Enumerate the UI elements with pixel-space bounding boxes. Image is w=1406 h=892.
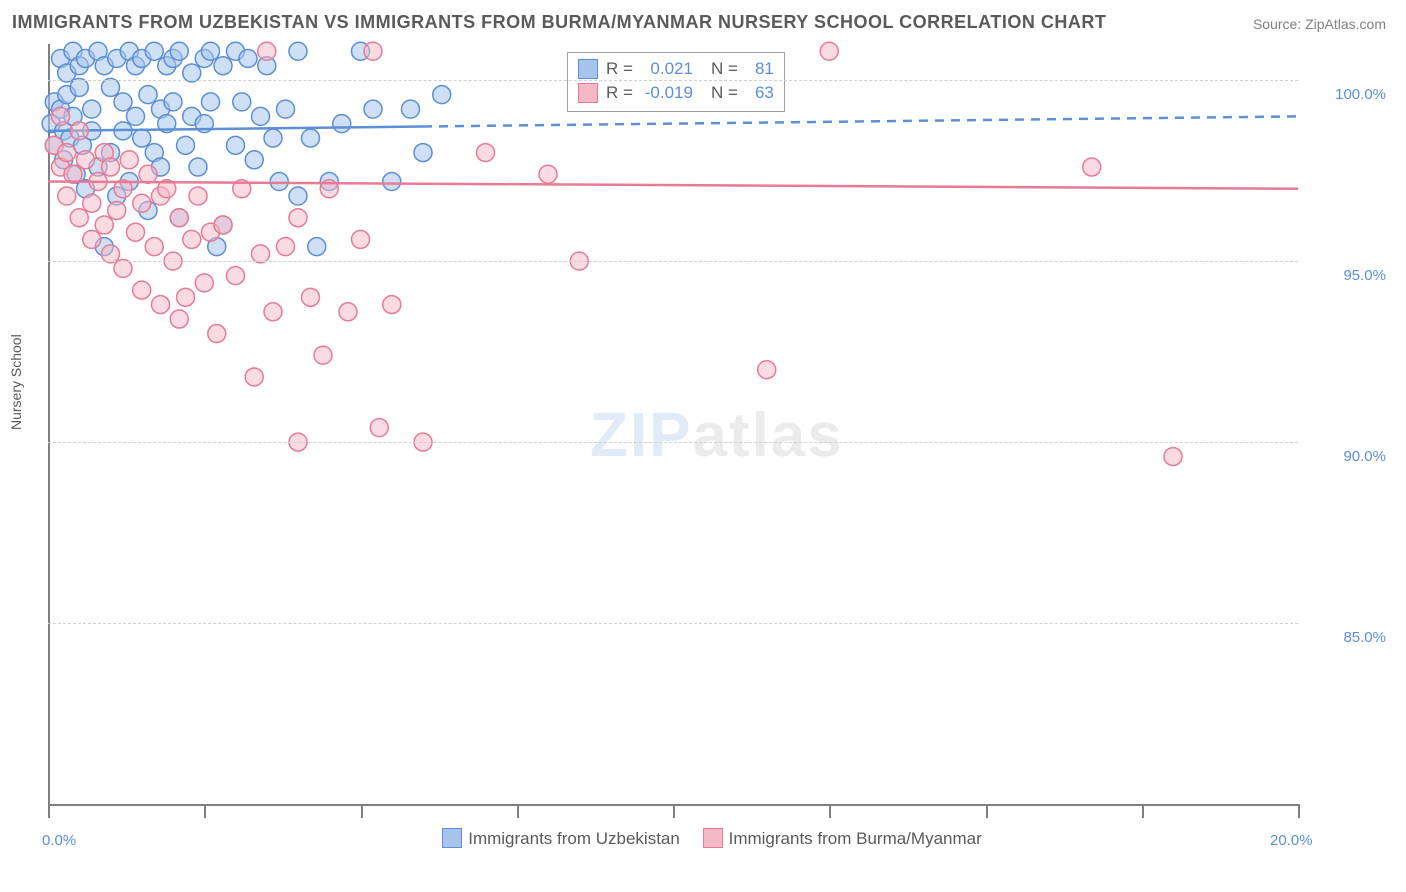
series-legend: Immigrants from Uzbekistan Immigrants fr… [0, 828, 1406, 849]
data-point [170, 209, 188, 227]
data-point [227, 136, 245, 154]
data-point [120, 151, 138, 169]
data-point [539, 165, 557, 183]
stats-legend: R = 0.021 N = 81 R = -0.019 N = 63 [567, 52, 785, 112]
stats-row-burma: R = -0.019 N = 63 [578, 81, 774, 105]
data-point [820, 42, 838, 60]
data-point [152, 296, 170, 314]
data-point [383, 173, 401, 191]
data-point [189, 187, 207, 205]
stats-row-uzbekistan: R = 0.021 N = 81 [578, 57, 774, 81]
data-point [245, 368, 263, 386]
data-point [233, 93, 251, 111]
data-point [52, 107, 70, 125]
data-point [70, 122, 88, 140]
data-point [264, 129, 282, 147]
data-point [302, 288, 320, 306]
data-point [102, 158, 120, 176]
data-point [77, 151, 95, 169]
source-credit: Source: ZipAtlas.com [1253, 16, 1386, 32]
data-point [270, 173, 288, 191]
y-tick-label: 85.0% [1343, 629, 1386, 646]
data-point [170, 42, 188, 60]
data-point [302, 129, 320, 147]
data-point [145, 42, 163, 60]
data-point [208, 325, 226, 343]
data-point [227, 267, 245, 285]
data-point [414, 144, 432, 162]
y-tick-label: 100.0% [1335, 86, 1386, 103]
data-point [83, 100, 101, 118]
data-point [477, 144, 495, 162]
data-point [258, 42, 276, 60]
data-point [202, 42, 220, 60]
data-point [133, 129, 151, 147]
data-point [289, 187, 307, 205]
data-point [1083, 158, 1101, 176]
data-point [370, 419, 388, 437]
data-point [245, 151, 263, 169]
data-point [352, 230, 370, 248]
data-point [133, 281, 151, 299]
data-point [83, 194, 101, 212]
data-point [433, 86, 451, 104]
data-point [133, 194, 151, 212]
data-point [314, 346, 332, 364]
data-point [70, 209, 88, 227]
data-point [183, 230, 201, 248]
data-point [339, 303, 357, 321]
data-point [252, 107, 270, 125]
data-point [364, 42, 382, 60]
data-point [95, 216, 113, 234]
data-point [277, 238, 295, 256]
data-point [1164, 448, 1182, 466]
trend-line-extrapolated [423, 116, 1298, 126]
data-point [289, 209, 307, 227]
data-point [758, 361, 776, 379]
data-point [264, 303, 282, 321]
data-point [202, 93, 220, 111]
data-point [127, 223, 145, 241]
data-point [177, 136, 195, 154]
data-point [127, 107, 145, 125]
data-point [195, 274, 213, 292]
data-point [214, 57, 232, 75]
data-point [108, 201, 126, 219]
data-point [364, 100, 382, 118]
y-axis-label: Nursery School [8, 334, 24, 430]
data-point [139, 165, 157, 183]
data-point [333, 115, 351, 133]
data-point [114, 93, 132, 111]
y-tick-label: 95.0% [1343, 267, 1386, 284]
data-point [189, 158, 207, 176]
data-point [177, 288, 195, 306]
data-point [214, 216, 232, 234]
data-point [308, 238, 326, 256]
y-tick-label: 90.0% [1343, 448, 1386, 465]
scatter-svg [48, 44, 1298, 804]
data-point [402, 100, 420, 118]
data-point [289, 42, 307, 60]
data-point [145, 238, 163, 256]
data-point [277, 100, 295, 118]
trend-line [48, 127, 423, 131]
data-point [383, 296, 401, 314]
data-point [58, 187, 76, 205]
data-point [83, 230, 101, 248]
data-point [239, 49, 257, 67]
chart-title: IMMIGRANTS FROM UZBEKISTAN VS IMMIGRANTS… [12, 12, 1106, 33]
data-point [139, 86, 157, 104]
x-tick-label: 0.0% [42, 832, 76, 849]
data-point [164, 93, 182, 111]
data-point [170, 310, 188, 328]
data-point [58, 144, 76, 162]
x-tick-label: 20.0% [1270, 832, 1313, 849]
